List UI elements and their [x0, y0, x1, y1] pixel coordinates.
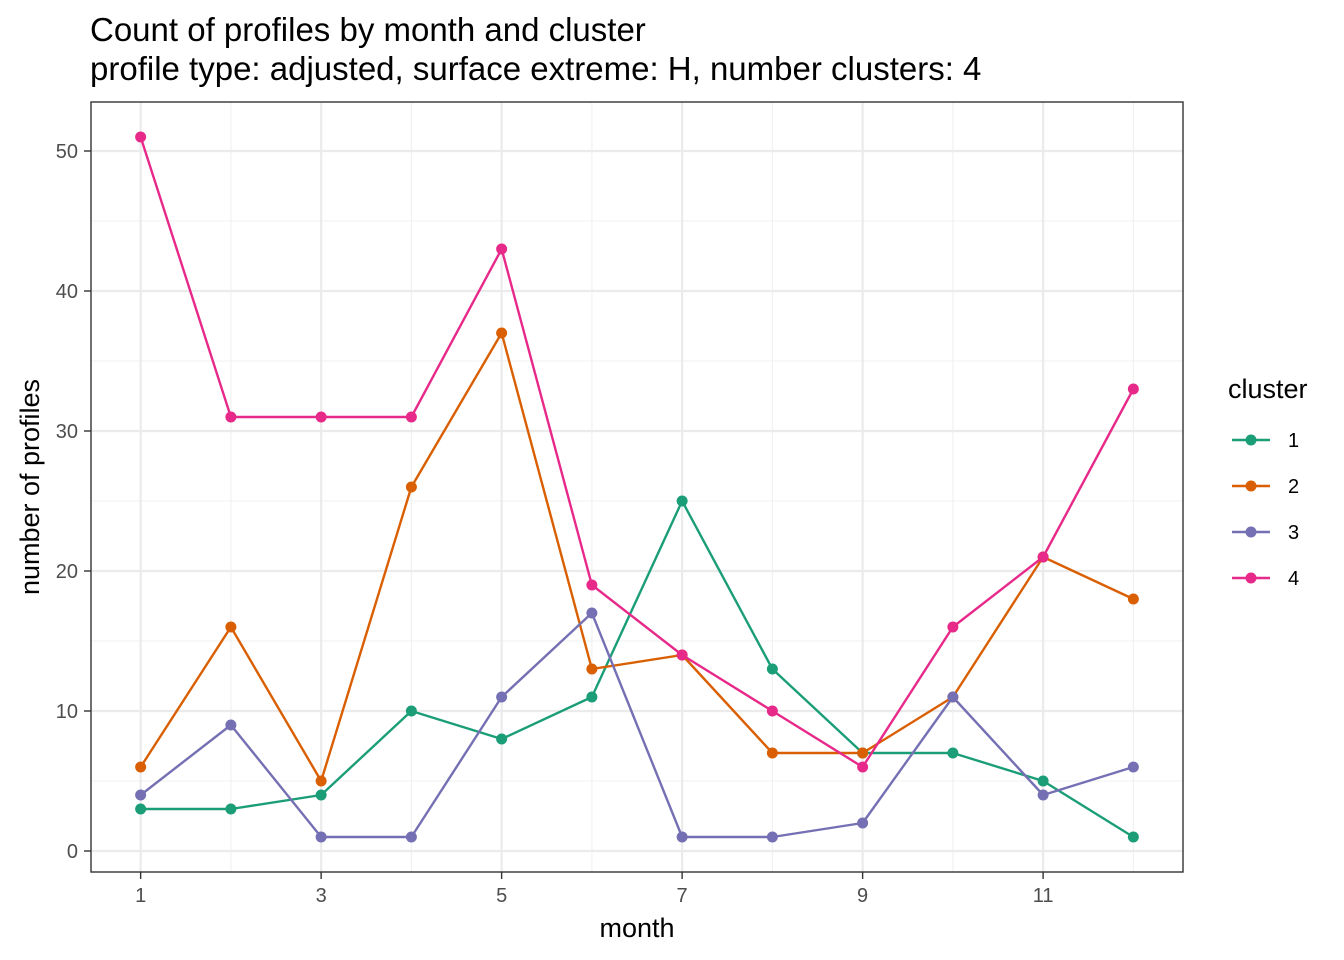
- x-tick-label: 11: [1033, 885, 1054, 907]
- legend-item-1: 1: [1232, 430, 1299, 452]
- y-tick-label: 40: [56, 281, 78, 303]
- data-point-4: [857, 761, 869, 773]
- legend-key-point: [1245, 526, 1257, 538]
- series-line-4: [139, 136, 1135, 769]
- data-point-4: [496, 243, 508, 255]
- data-point-3: [1037, 789, 1049, 801]
- legend-label: 2: [1288, 476, 1299, 498]
- data-point-4: [405, 411, 417, 423]
- data-point-2: [857, 747, 869, 759]
- data-point-1: [676, 495, 688, 507]
- data-point-4: [225, 411, 237, 423]
- data-point-3: [857, 817, 869, 829]
- x-tick-label: 1: [135, 885, 146, 907]
- x-tick-label: 9: [857, 885, 868, 907]
- data-point-3: [766, 831, 778, 843]
- data-point-4: [766, 705, 778, 717]
- x-tick-label: 3: [316, 885, 327, 907]
- x-axis-title: month: [599, 913, 674, 943]
- data-point-2: [315, 775, 327, 787]
- legend: cluster 1 2 3 4: [1228, 374, 1308, 590]
- legend-key-point: [1245, 572, 1257, 584]
- y-tick-label: 20: [56, 561, 78, 583]
- data-point-4: [1127, 383, 1139, 395]
- series-line-1: [140, 499, 1134, 839]
- legend-item-2: 2: [1232, 476, 1299, 498]
- data-point-2: [766, 747, 778, 759]
- data-point-2: [496, 327, 508, 339]
- chart-title: Count of profiles by month and cluster: [90, 11, 646, 48]
- data-point-1: [315, 789, 327, 801]
- data-point-1: [405, 705, 417, 717]
- legend-item-3: 3: [1232, 522, 1299, 544]
- data-point-4: [947, 621, 959, 633]
- legend-label: 1: [1288, 430, 1299, 452]
- data-point-2: [135, 761, 147, 773]
- x-axis: 1 3 5 7 9 11: [135, 872, 1053, 907]
- series-line-3: [139, 611, 1134, 839]
- y-axis-title: number of profiles: [15, 379, 45, 595]
- data-point-1: [135, 803, 147, 815]
- data-point-4: [135, 131, 147, 143]
- legend-item-4: 4: [1232, 568, 1299, 590]
- series-line-2: [139, 331, 1134, 783]
- data-point-3: [405, 831, 417, 843]
- y-tick-label: 30: [56, 421, 78, 443]
- data-point-2: [586, 663, 598, 675]
- data-point-3: [315, 831, 327, 843]
- legend-title: cluster: [1228, 374, 1308, 404]
- y-tick-label: 50: [56, 141, 78, 163]
- data-point-3: [676, 831, 688, 843]
- data-point-4: [676, 649, 688, 661]
- data-point-1: [1127, 831, 1139, 843]
- data-point-1: [225, 803, 237, 815]
- legend-keys: 1 2 3 4: [1232, 430, 1299, 590]
- series-points: [135, 131, 1139, 843]
- data-point-3: [947, 691, 959, 703]
- x-tick-label: 7: [677, 885, 688, 907]
- legend-key-point: [1245, 480, 1257, 492]
- x-tick-label: 5: [496, 885, 507, 907]
- data-point-1: [947, 747, 959, 759]
- legend-key-point: [1245, 434, 1257, 446]
- data-point-1: [1037, 775, 1049, 787]
- grid-major: [91, 102, 1183, 872]
- data-point-1: [766, 663, 778, 675]
- data-point-1: [586, 691, 598, 703]
- data-point-3: [1127, 761, 1139, 773]
- y-tick-label: 0: [67, 841, 78, 863]
- chart-subtitle: profile type: adjusted, surface extreme:…: [90, 50, 981, 87]
- data-point-1: [496, 733, 508, 745]
- series-lines: [139, 136, 1135, 839]
- legend-label: 3: [1288, 522, 1299, 544]
- y-axis: 0 10 20 30 40 50: [56, 141, 91, 863]
- data-point-2: [405, 481, 417, 493]
- legend-label: 4: [1288, 568, 1299, 590]
- plot-panel: [90, 101, 1184, 873]
- data-point-2: [1127, 593, 1139, 605]
- y-tick-label: 10: [56, 701, 78, 723]
- data-point-3: [225, 719, 237, 731]
- data-point-4: [586, 579, 598, 591]
- data-point-2: [225, 621, 237, 633]
- data-point-4: [315, 411, 327, 423]
- data-point-3: [586, 607, 598, 619]
- data-point-4: [1037, 551, 1049, 563]
- data-point-3: [496, 691, 508, 703]
- data-point-3: [135, 789, 147, 801]
